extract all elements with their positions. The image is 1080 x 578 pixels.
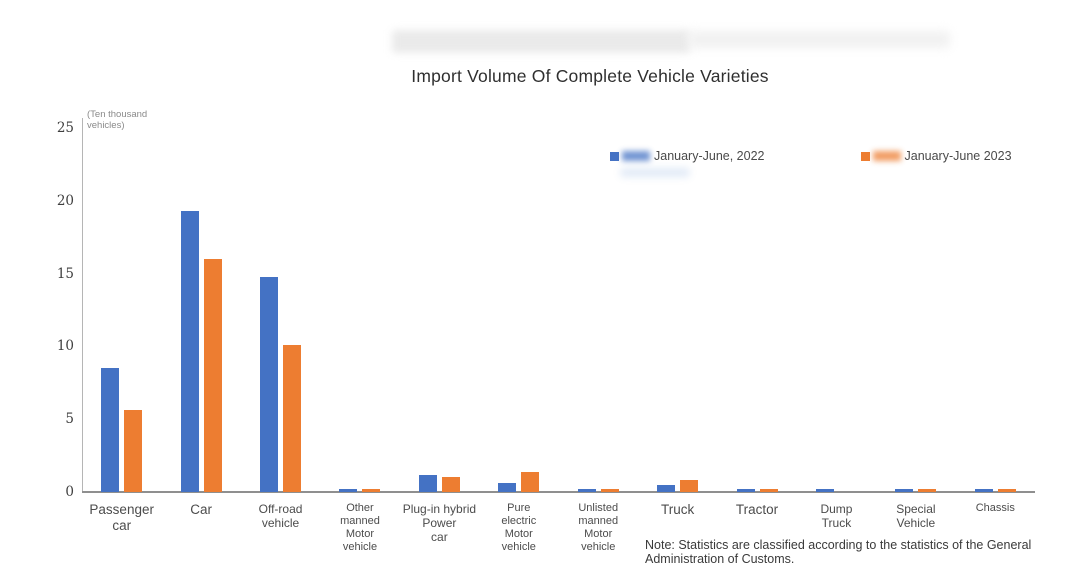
bar-2022-7 (577, 489, 596, 492)
bar-2023-12 (997, 489, 1016, 492)
y-axis-unit-label: (Ten thousand vehicles) (87, 109, 148, 131)
chart-title: Import Volume Of Complete Vehicle Variet… (411, 66, 769, 86)
category-label: Special Vehicle (896, 502, 936, 531)
y-tick-label: 25 (56, 120, 74, 136)
bar-2022-8 (657, 484, 676, 492)
category-label: Car (190, 502, 212, 517)
bar-2022-5 (418, 474, 437, 492)
bar-2023-3 (283, 344, 302, 492)
bar-2022-12 (974, 489, 993, 492)
y-tick-label: 5 (65, 411, 74, 428)
y-tick-label: 20 (56, 192, 74, 209)
bar-2022-1 (101, 368, 120, 492)
y-tick-label: 0 (65, 484, 74, 500)
legend-label-2023: January-June 2023 (904, 149, 1012, 163)
redacted-watermark-blur-faint (688, 31, 950, 48)
bar-2023-5 (441, 477, 460, 492)
redacted-watermark-blur (392, 30, 690, 53)
bar-2023-1 (124, 410, 143, 492)
category-label: Passenger car (89, 502, 154, 533)
y-tick-label: 10 (56, 338, 74, 355)
bar-2023-4 (362, 489, 381, 492)
category-label: Off-road vehicle (258, 502, 303, 531)
bar-2023-11 (918, 489, 937, 492)
category-label: Truck (661, 502, 695, 517)
category-label: Dump Truck (820, 502, 853, 531)
chart-legend: January-June, 2022 January-June 2023 (610, 149, 1012, 163)
legend-swatch-2023-icon (860, 151, 870, 161)
bar-2022-11 (895, 489, 914, 492)
category-label: Tractor (735, 502, 779, 517)
bar-2022-3 (260, 276, 279, 492)
bar-2022-6 (498, 483, 517, 492)
legend-swatch-2022-icon (610, 151, 619, 161)
bar-2022-9 (736, 489, 755, 492)
category-label: Pure electric Motor vehicle (501, 502, 537, 553)
category-label: Chassis (975, 502, 1015, 514)
y-tick-label: 15 (56, 265, 74, 282)
legend-redaction-blur (620, 168, 690, 177)
bar-2023-6 (521, 471, 540, 492)
legend-smear-2022 (622, 151, 650, 161)
legend-item-2022: January-June, 2022 (610, 149, 765, 163)
category-label: Other manned Motor vehicle (340, 502, 380, 553)
x-axis-line (82, 491, 1035, 493)
bar-2023-2 (203, 259, 222, 492)
category-label: Plug-in hybrid Power car (402, 502, 477, 545)
legend-smear-2023 (872, 151, 901, 161)
legend-item-2023: January-June 2023 (860, 149, 1012, 163)
bar-2023-7 (600, 489, 619, 492)
footnote: Note: Statistics are classified accordin… (645, 538, 1032, 566)
bar-2023-9 (759, 489, 778, 492)
bar-2022-4 (339, 489, 358, 492)
legend-label-2022: January-June, 2022 (654, 149, 765, 163)
category-label: Unlisted manned Motor vehicle (578, 502, 619, 553)
bar-2022-10 (815, 489, 834, 492)
bar-2022-2 (180, 210, 199, 492)
y-axis-line (82, 118, 83, 492)
bar-2023-8 (680, 480, 699, 492)
